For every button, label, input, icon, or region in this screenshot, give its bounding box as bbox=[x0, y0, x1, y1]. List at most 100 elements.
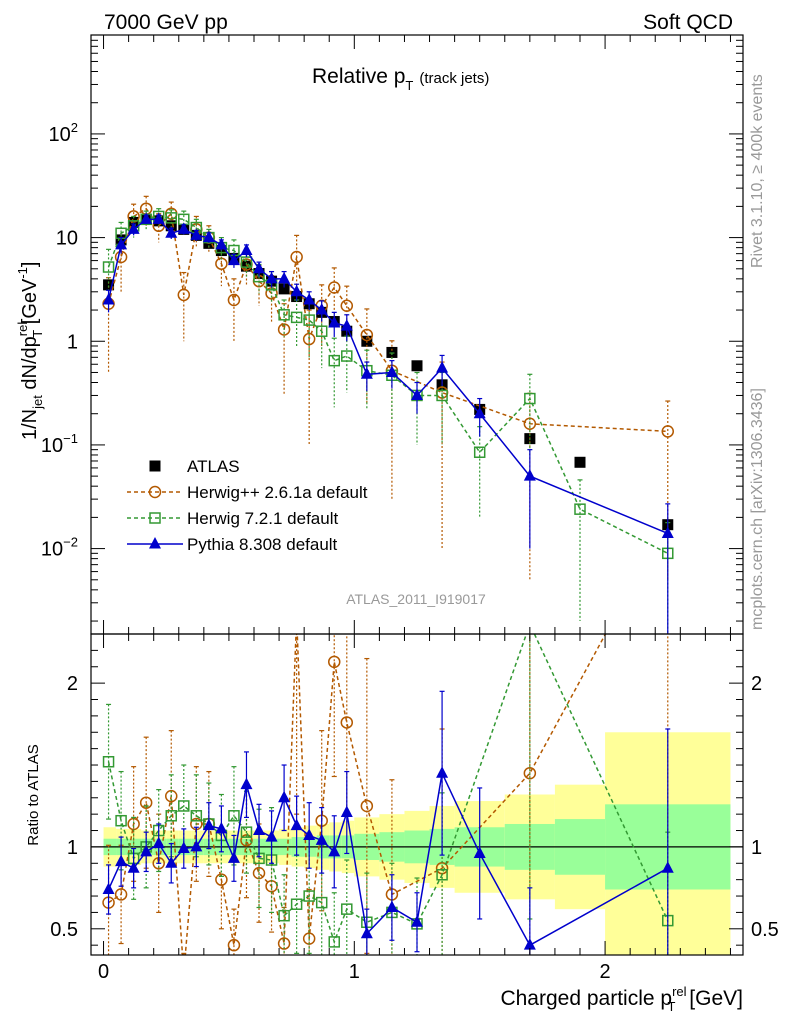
ratio-data bbox=[102, 634, 674, 955]
ratio-point-pythia bbox=[140, 844, 153, 857]
legend-label-herwigpp: Herwig++ 2.6.1a default bbox=[187, 483, 368, 502]
ratio-point-herwig7 bbox=[102, 755, 115, 768]
main-point-pythia bbox=[523, 469, 536, 481]
main-point-pythia bbox=[190, 228, 203, 240]
main-point-herwig7 bbox=[436, 389, 448, 402]
main-point-herwigpp bbox=[360, 328, 374, 342]
main-point-pythia bbox=[202, 230, 215, 243]
ratio-point-herwig7 bbox=[328, 936, 340, 948]
main-point-pythia bbox=[215, 237, 228, 250]
main-point-pythia bbox=[177, 222, 190, 234]
ratio-point-herwig7 bbox=[240, 826, 253, 838]
main-point-herwigpp bbox=[277, 323, 291, 336]
xlabel-unit: [GeV] bbox=[683, 987, 743, 1010]
ratio-panel: 0 1 2 0.5 0.5 1 1 2 2 bbox=[50, 633, 779, 983]
legend-label-atlas: ATLAS bbox=[187, 457, 240, 476]
mcplots-label: mcplots.cern.ch [arXiv:1306.3436] bbox=[749, 388, 766, 630]
main-point-pythia bbox=[152, 212, 165, 224]
main-ytick-base: 1 bbox=[67, 331, 78, 353]
main-point-pythia bbox=[227, 253, 240, 266]
ratio-line-herwigpp bbox=[108, 634, 607, 955]
legend-marker-herwig7 bbox=[149, 512, 161, 524]
ratio-ylabel: Ratio to ATLAS bbox=[25, 744, 42, 845]
main-point-herwigpp bbox=[661, 425, 675, 438]
ratio-point-herwigpp bbox=[114, 888, 128, 901]
ratio-point-pythia bbox=[290, 818, 303, 831]
title-main: Relative p bbox=[312, 65, 405, 88]
main-data bbox=[102, 195, 675, 634]
main-point-pythia bbox=[340, 319, 353, 331]
ratio-point-herwig7 bbox=[278, 909, 290, 922]
ratio-point-pythia bbox=[411, 915, 423, 927]
ratio-point-pythia bbox=[523, 938, 536, 950]
ratio-ytick-label-left: 1 bbox=[67, 837, 78, 859]
main-point-pythia bbox=[127, 222, 140, 234]
main-point-herwig7 bbox=[278, 309, 290, 321]
header-right: Soft QCD bbox=[643, 11, 733, 34]
ratio-ytick-label-left: 0.5 bbox=[50, 919, 78, 941]
main-point-pythia bbox=[140, 212, 153, 224]
main-point-pythia bbox=[473, 406, 486, 419]
ratio-point-pythia bbox=[202, 818, 215, 831]
main-point-pythia bbox=[102, 293, 115, 305]
ratio-point-pythia bbox=[303, 828, 316, 840]
ratio-point-herwig7 bbox=[115, 814, 127, 827]
ratio-point-pythia bbox=[240, 777, 253, 790]
ratio-point-pythia bbox=[165, 856, 178, 868]
main-point-pythia bbox=[385, 365, 398, 377]
main-ylabel: 1/Njet dN/dprelT [GeV-1] bbox=[15, 262, 45, 440]
main-point-pythia bbox=[240, 243, 253, 256]
ratio-point-pythia bbox=[102, 882, 115, 894]
main-ytick-exp: −2 bbox=[63, 535, 78, 550]
main-point-pythia bbox=[278, 271, 291, 284]
main-ytick-base: 10 bbox=[41, 435, 63, 457]
ratio-ytick-label-right: 0.5 bbox=[751, 919, 779, 941]
main-ytick-base: 10 bbox=[56, 228, 78, 250]
ratio-point-pythia bbox=[115, 854, 128, 867]
ratio-point-pythia bbox=[278, 790, 291, 803]
ratio-point-herwig7 bbox=[341, 903, 353, 915]
ratio-point-pythia bbox=[227, 851, 240, 863]
chart-title: Relative pT (track jets) bbox=[312, 65, 489, 93]
main-point-pythia bbox=[436, 361, 449, 373]
ratio-point-pythia bbox=[473, 846, 486, 858]
main-point-herwig7 bbox=[290, 311, 303, 324]
ratio-ytick-label-right: 1 bbox=[751, 837, 762, 859]
ratio-point-pythia bbox=[152, 836, 165, 849]
x-tick-label: 2 bbox=[600, 961, 611, 983]
ratio-point-herwig7 bbox=[436, 869, 448, 881]
main-ytick-label: 10−2 bbox=[41, 535, 78, 561]
main-point-pythia bbox=[328, 316, 341, 328]
ratio-point-pythia bbox=[328, 844, 341, 857]
ratio-line-herwig7 bbox=[107, 634, 669, 945]
main-ytick-exp: −1 bbox=[63, 431, 78, 446]
main-ytick-label: 10−1 bbox=[41, 431, 78, 457]
analysis-tag: ATLAS_2011_I919017 bbox=[346, 591, 486, 607]
legend-marker-pythia bbox=[149, 537, 161, 549]
legend-marker-atlas bbox=[149, 460, 161, 472]
legend-label-herwig7: Herwig 7.2.1 default bbox=[187, 509, 338, 528]
rivet-label: Rivet 3.1.10, ≥ 400k events bbox=[749, 74, 766, 268]
ratio-point-herwigpp bbox=[277, 937, 291, 950]
main-point-herwigpp bbox=[523, 417, 537, 431]
main-ytick-label: 102 bbox=[49, 120, 78, 146]
ratio-point-pythia bbox=[315, 833, 328, 845]
x-axis-label: Charged particle prel T [GeV] bbox=[500, 984, 743, 1014]
ratio-point-herwigpp bbox=[227, 938, 241, 952]
xlabel-sub: T bbox=[668, 999, 676, 1014]
ratio-point-herwigpp bbox=[164, 789, 178, 803]
legend-label-pythia: Pythia 8.308 default bbox=[187, 535, 338, 554]
main-point-herwig7 bbox=[303, 314, 315, 326]
main-point-pythia bbox=[303, 293, 316, 305]
ratio-point-pythia bbox=[340, 805, 353, 818]
ratio-point-herwig7 bbox=[165, 810, 177, 822]
ratio-point-herwigpp bbox=[215, 873, 228, 886]
main-point-herwigpp bbox=[327, 281, 341, 294]
ratio-point-pythia bbox=[177, 841, 190, 854]
main-point-pythia bbox=[165, 226, 178, 238]
title-sub: T bbox=[405, 78, 413, 93]
ratio-point-pythia bbox=[385, 900, 398, 913]
main-point-herwigpp bbox=[290, 250, 303, 264]
ratio-point-herwig7 bbox=[228, 810, 240, 822]
